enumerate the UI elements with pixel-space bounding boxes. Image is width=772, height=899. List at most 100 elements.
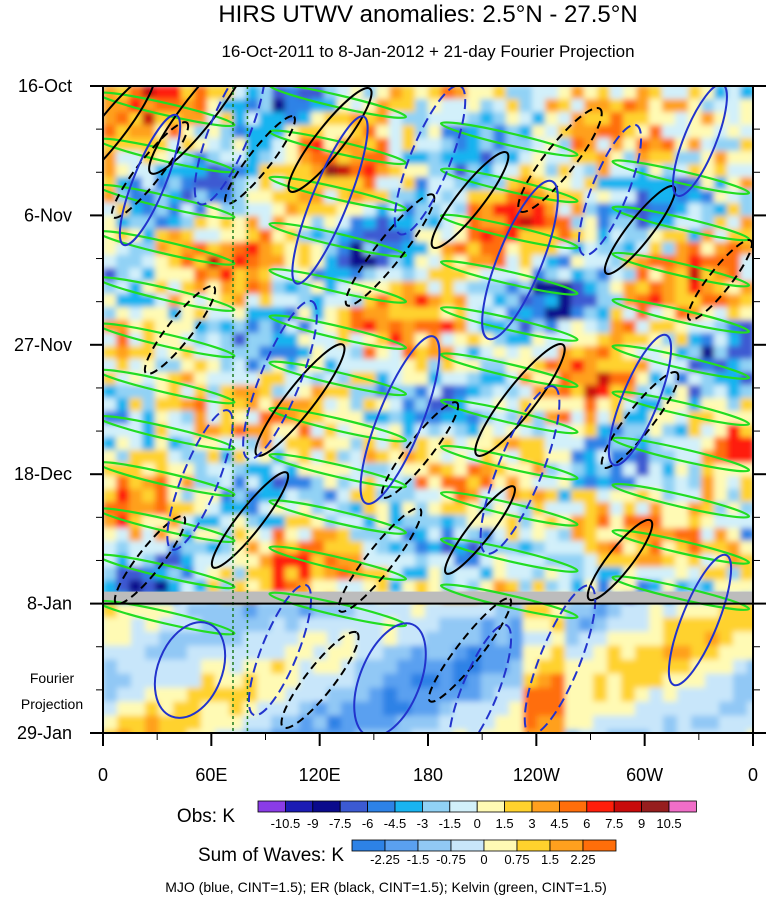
obs-cell: [285, 281, 299, 295]
obs-cell: [259, 99, 273, 113]
obs-cell: [402, 333, 416, 347]
projection-cell: [327, 701, 342, 717]
obs-cell: [467, 567, 481, 581]
obs-cell: [350, 255, 364, 269]
projection-cell: [663, 729, 678, 733]
projection-cell: [243, 645, 258, 661]
obs-cell: [311, 398, 325, 412]
obs-cell: [376, 541, 390, 555]
projection-cell: [523, 631, 538, 647]
obs-cell: [467, 372, 481, 386]
obs-cell: [103, 476, 117, 490]
projection-cell: [733, 715, 748, 731]
obs-cell: [727, 346, 741, 360]
mjo-contour: [481, 179, 559, 341]
obs-colorbar-box: [449, 800, 478, 813]
obs-cell: [506, 294, 520, 308]
obs-cell: [558, 242, 572, 256]
er-contour: [210, 471, 290, 569]
obs-cell: [246, 502, 260, 516]
kelvin-contour: [611, 297, 751, 334]
obs-cell: [545, 398, 559, 412]
er-contour: [103, 86, 156, 187]
obs-cell: [675, 216, 689, 230]
projection-cell: [313, 701, 328, 717]
obs-cell: [428, 554, 442, 568]
obs-cell: [116, 541, 130, 555]
obs-colorbar: Obs: K -10.5 -9 -7.5 -6 -4.5 -3 -1.5 0 1.5 3 4.5 6 7…: [177, 800, 697, 831]
obs-cell: [714, 372, 728, 386]
obs-cell: [428, 528, 442, 542]
obs-colorbar-tick-label: 7.5: [605, 816, 623, 831]
obs-cell: [571, 203, 585, 217]
obs-cell: [675, 359, 689, 373]
projection-cell: [173, 645, 188, 661]
obs-cell: [675, 476, 689, 490]
obs-cell: [298, 307, 312, 321]
obs-cell: [103, 177, 117, 191]
obs-cell: [402, 489, 416, 503]
obs-cell: [220, 424, 234, 438]
obs-cell: [558, 86, 572, 100]
obs-cell: [272, 99, 286, 113]
obs-cell: [298, 476, 312, 490]
obs-cell: [415, 541, 429, 555]
obs-cell: [467, 333, 481, 347]
obs-cell: [129, 437, 143, 451]
obs-cell: [623, 359, 637, 373]
projection-cell: [593, 673, 608, 689]
obs-cell: [428, 294, 442, 308]
projection-cell: [649, 617, 664, 633]
projection-cell: [439, 617, 454, 633]
projection-cell: [341, 673, 356, 689]
obs-colorbar-tick-label: 3: [528, 816, 535, 831]
projection-cell: [523, 729, 538, 733]
obs-cell: [103, 125, 117, 139]
obs-cell: [259, 528, 273, 542]
obs-cell: [389, 268, 403, 282]
projection-cell: [705, 701, 720, 717]
obs-cell: [493, 411, 507, 425]
kelvin-contour: [439, 583, 579, 620]
obs-cell: [740, 294, 753, 308]
obs-cell: [259, 580, 273, 594]
obs-colorbar-label: Obs: K: [177, 806, 235, 827]
obs-cell: [506, 138, 520, 152]
obs-cell: [415, 125, 429, 139]
obs-cell: [727, 567, 741, 581]
projection-cell: [551, 715, 566, 731]
projection-cell: [607, 645, 622, 661]
obs-cell: [714, 333, 728, 347]
obs-cell: [363, 411, 377, 425]
mjo-contour: [359, 335, 441, 505]
obs-cell: [207, 424, 221, 438]
obs-cell: [129, 528, 143, 542]
obs-cell: [324, 320, 338, 334]
obs-cell: [610, 541, 624, 555]
obs-cell: [220, 99, 234, 113]
obs-cell: [506, 333, 520, 347]
obs-cell: [662, 463, 676, 477]
projection-cell: [131, 729, 146, 733]
obs-cell: [194, 86, 208, 100]
obs-cell: [415, 385, 429, 399]
obs-cell: [259, 489, 273, 503]
obs-cell: [532, 437, 546, 451]
kelvin-contour: [103, 368, 236, 405]
obs-cell: [688, 190, 702, 204]
obs-cell: [506, 151, 520, 165]
obs-cell: [545, 359, 559, 373]
projection-cell: [327, 729, 342, 733]
obs-cell: [636, 502, 650, 516]
projection-cell: [453, 715, 468, 731]
obs-cell: [272, 528, 286, 542]
obs-cell: [298, 580, 312, 594]
obs-cell: [402, 99, 416, 113]
obs-cell: [467, 463, 481, 477]
obs-cell: [428, 437, 442, 451]
obs-cell: [428, 463, 442, 477]
obs-cell: [688, 463, 702, 477]
obs-cell: [532, 476, 546, 490]
projection-cell: [173, 729, 188, 733]
projection-cell: [187, 659, 202, 675]
